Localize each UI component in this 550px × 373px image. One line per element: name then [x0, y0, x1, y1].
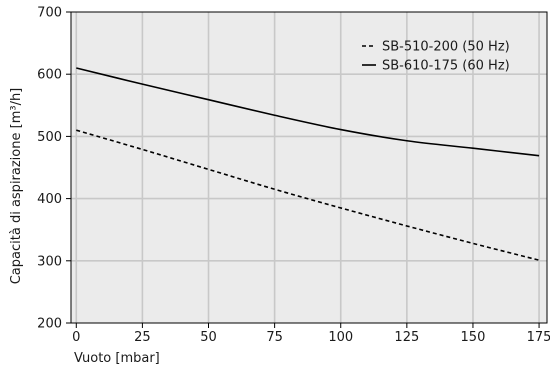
x-tick-label: 150 — [461, 330, 486, 345]
x-tick-label: 125 — [394, 330, 419, 345]
plot-area — [71, 12, 547, 323]
y-tick-label: 500 — [37, 130, 62, 145]
y-tick-label: 400 — [37, 192, 62, 207]
y-tick-label: 700 — [37, 6, 62, 21]
y-tick-label: 300 — [37, 254, 62, 269]
x-tick-label: 75 — [266, 330, 283, 345]
x-axis-ticks: 0 25 50 75 100 125 150 175 — [72, 323, 550, 345]
x-tick-label: 175 — [527, 330, 550, 345]
grid-x — [75, 12, 540, 323]
legend-label-2: SB-610-175 (60 Hz) — [382, 59, 510, 74]
y-axis-ticks: 200 300 400 500 600 700 — [37, 6, 71, 332]
y-tick-label: 600 — [37, 68, 62, 83]
series-line-2 — [76, 67, 540, 157]
plot-frame — [70, 11, 548, 324]
x-axis-label: Vuoto [mbar] — [74, 351, 160, 366]
series-layer — [76, 67, 540, 261]
x-tick-label: 0 — [72, 330, 80, 345]
x-tick-label: 100 — [328, 330, 353, 345]
legend: SB-510-200 (50 Hz) SB-610-175 (60 Hz) — [362, 40, 510, 74]
x-tick-label: 50 — [200, 330, 217, 345]
y-axis-label: Capacità di aspirazione [m³/h] — [9, 88, 24, 285]
y-tick-label: 200 — [37, 317, 62, 332]
grid-y — [71, 73, 547, 262]
legend-label-1: SB-510-200 (50 Hz) — [382, 40, 510, 55]
series-line-1 — [76, 129, 540, 261]
x-tick-label: 25 — [134, 330, 151, 345]
